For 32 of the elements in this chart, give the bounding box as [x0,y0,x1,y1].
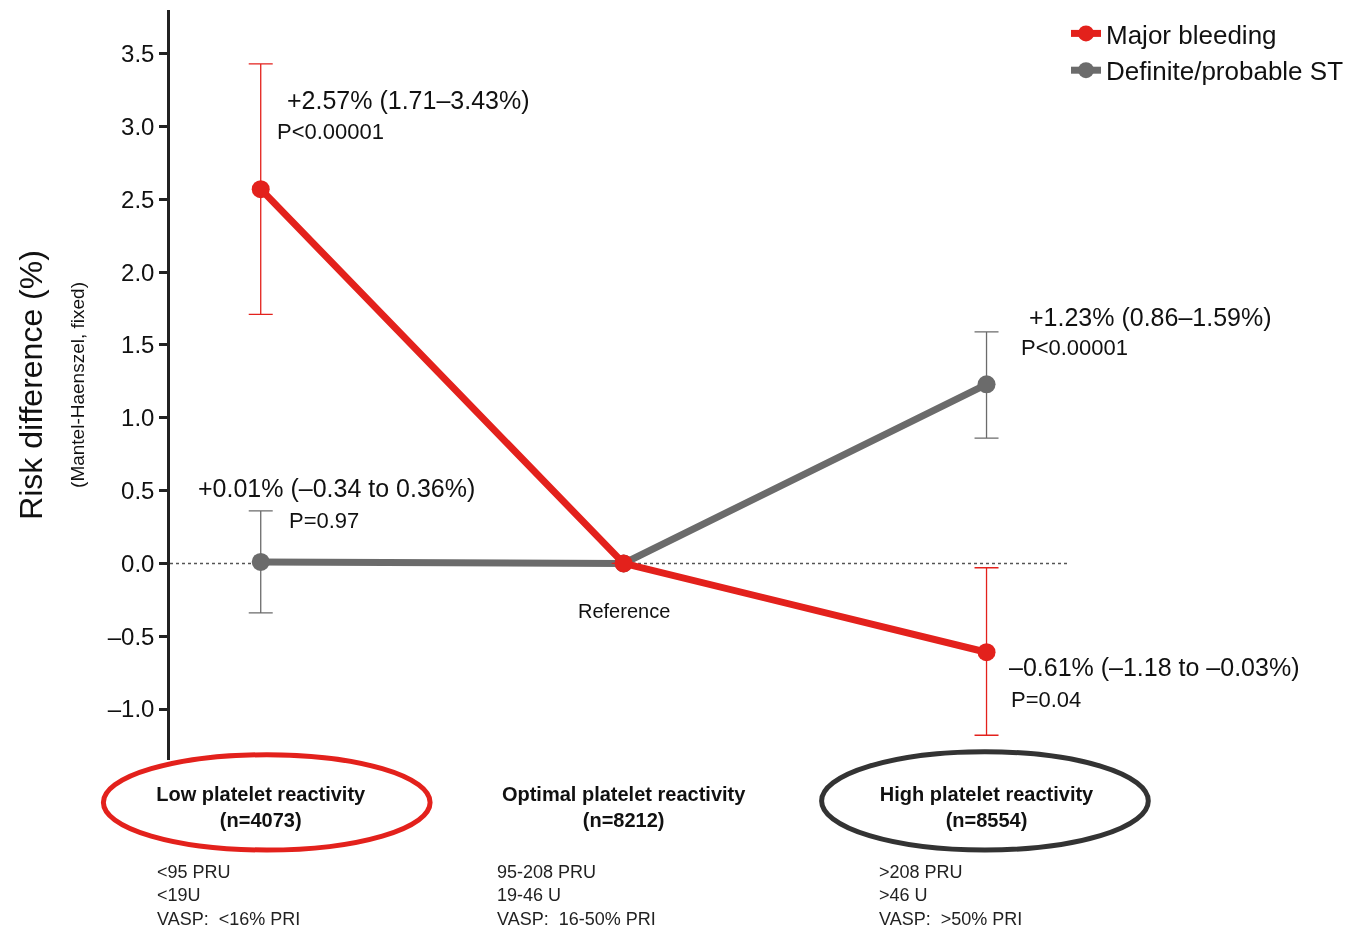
x-tick-label: Optimal platelet reactivity (n=8212) [501,783,747,831]
annotation: P=0.97 [289,508,360,533]
point [251,552,270,571]
point [977,375,996,394]
annotation: +2.57% (1.71–3.43%) [287,86,530,114]
y-tick-label: 0.5 [121,476,155,504]
x-tick-label: Low platelet reactivity (n=4073) [156,783,367,831]
y-tick-label: 1.0 [121,404,155,432]
y-tick-label: 3.5 [121,40,155,68]
annotation: P<0.00001 [277,119,385,144]
x-tick-label: High platelet reactivity (n=8554) [879,783,1095,831]
y-tick-label: –0.5 [107,622,155,650]
text: >208 PRU >46 U VASP: >50% PRI [879,862,1023,929]
annotation: P=0.04 [1011,687,1082,712]
text: <95 PRU <19U VASP: <16% PRI [157,862,301,929]
y-tick-label: 3.0 [121,112,155,140]
legend-label: Definite/probable ST [1106,56,1344,87]
annotation: +0.01% (–0.34 to 0.36%) [198,474,476,502]
y-tick-label: 2.5 [121,185,155,213]
y-tick-label: 1.5 [121,331,155,359]
y-tick-label: 2.0 [121,258,155,286]
y-tick-label: 0.0 [121,549,155,577]
y-axis-title: Risk difference (%) (Mantel-Haenszel, fixed) [13,250,89,520]
annotation: –0.61% (–1.18 to –0.03%) [1009,653,1300,681]
legend-label: Major bleeding [1106,19,1277,50]
annotation: Reference [578,600,671,622]
point [251,180,270,199]
text: 95-208 PRU 19-46 U VASP: 16-50% PRI [497,862,656,929]
point [977,643,996,662]
annotation: P<0.00001 [1021,335,1129,360]
annotation: +1.23% (0.86–1.59%) [1029,303,1272,331]
y-tick-label: –1.0 [107,695,155,723]
